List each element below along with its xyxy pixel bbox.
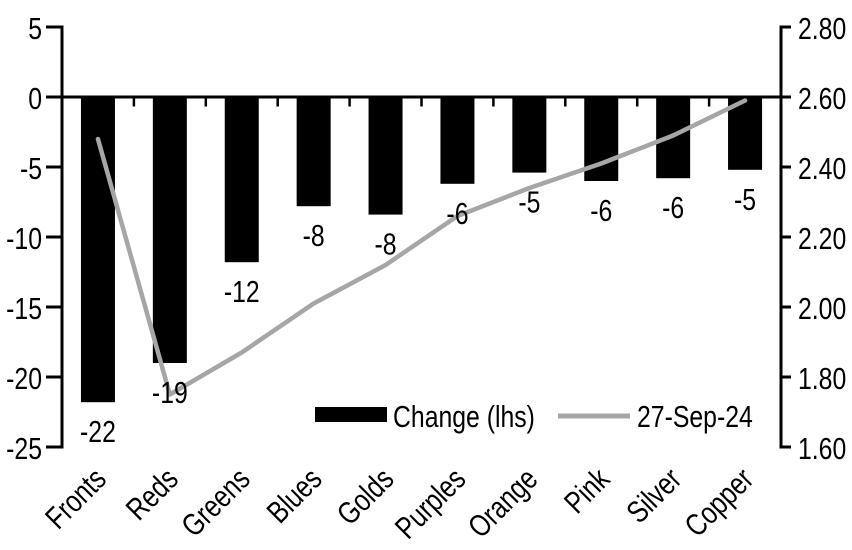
right-axis-label: 1.60 — [798, 431, 846, 465]
bar-reds — [152, 97, 187, 363]
bar-orange — [512, 97, 547, 173]
category-label-greens: Greens — [175, 461, 257, 543]
category-label-orange: Orange — [461, 461, 544, 544]
legend-swatch-bar — [315, 407, 387, 422]
bar-label-blues: -8 — [303, 219, 325, 253]
bar-copper — [728, 97, 763, 170]
legend-label-change-lhs: Change (lhs) — [393, 399, 535, 433]
bar-label-purples: -6 — [446, 196, 468, 230]
right-axis-labels: 2.80 2.60 2.40 2.20 2.00 1.80 1.60 — [798, 11, 846, 465]
chart-legend: Change (lhs) 27-Sep-24 — [315, 399, 753, 434]
bar-label-greens: -12 — [224, 275, 260, 309]
category-label-blues: Blues — [260, 461, 328, 529]
bar-golds — [368, 97, 403, 215]
right-axis-label: 2.60 — [798, 81, 846, 115]
right-axis-label: 2.00 — [798, 291, 846, 325]
bar-label-copper: -5 — [734, 182, 756, 216]
bar-label-orange: -5 — [518, 185, 540, 219]
right-axis-label: 1.80 — [798, 361, 846, 395]
axes — [46, 25, 791, 449]
left-axis-labels: 5 0 -5 -10 -15 -20 -25 — [6, 11, 42, 465]
category-label-pink: Pink — [558, 461, 617, 520]
bar-greens — [224, 97, 259, 263]
category-label-reds: Reds — [119, 461, 184, 526]
bar-label-pink: -6 — [590, 193, 612, 227]
left-axis-label: -15 — [6, 291, 42, 325]
line-series — [95, 98, 748, 397]
bar-purples — [440, 97, 475, 184]
bar-label-silver: -6 — [662, 191, 684, 225]
bar-fronts — [80, 97, 115, 403]
left-axis-label: -20 — [6, 361, 42, 395]
bar-blues — [296, 97, 331, 207]
bar-label-fronts: -22 — [80, 415, 116, 449]
left-axis-label: 5 — [28, 11, 42, 45]
left-axis-label: -25 — [6, 431, 42, 465]
left-axis-label: 0 — [28, 81, 42, 115]
right-axis-label: 2.20 — [798, 221, 846, 255]
legend-label-date: 27-Sep-24 — [637, 399, 753, 433]
bar-data-labels: -22 -19 -12 -8 -8 -6 -5 -6 -6 -5 — [80, 182, 756, 449]
left-axis-label: -10 — [6, 221, 42, 255]
right-axis-label: 2.80 — [798, 11, 846, 45]
left-axis-label: -5 — [20, 151, 42, 185]
category-label-purples: Purples — [388, 461, 472, 545]
bar-label-golds: -8 — [375, 227, 397, 261]
right-axis-label: 2.40 — [798, 151, 846, 185]
category-label-copper: Copper — [678, 461, 760, 543]
line-27-sep-24 — [95, 98, 748, 397]
category-label-fronts: Fronts — [39, 461, 113, 535]
bar-label-reds: -19 — [152, 375, 188, 409]
